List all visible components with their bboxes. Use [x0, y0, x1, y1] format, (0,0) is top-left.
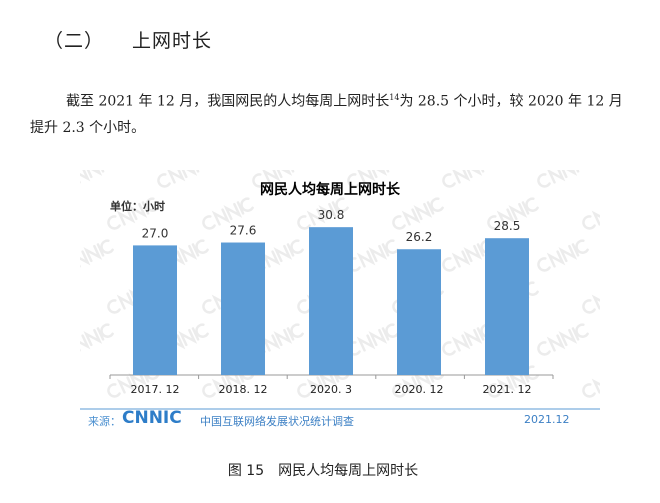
figure-caption: 图 15 网民人均每周上网时长 [0, 460, 660, 480]
paragraph-line-2: 提升 2.3 个小时。 [30, 120, 146, 136]
bar [221, 242, 265, 375]
source-name: 中国互联网络发展状况统计调查 [200, 415, 354, 428]
category-label: 2020. 12 [395, 383, 444, 396]
watermark-logo [345, 322, 400, 358]
value-label: 28.5 [494, 219, 521, 233]
section-heading: （二） 上网时长 [44, 26, 240, 53]
bar [133, 245, 177, 375]
watermark-logo [535, 170, 590, 190]
watermark-logo [390, 196, 445, 232]
watermark-logo [80, 322, 115, 358]
bar [485, 238, 529, 375]
section-title: 上网时长 [132, 30, 213, 52]
caption-title: 网民人均每周上网时长 [278, 463, 419, 479]
cnnic-logo: CNNIC [122, 408, 182, 428]
category-label: 2018. 12 [219, 383, 268, 396]
watermark-logo [580, 280, 600, 316]
footnote-ref[interactable]: 14 [389, 93, 400, 102]
text: 为 28.5 个小时，较 2020 年 12 月 [399, 93, 623, 110]
watermark-logo [155, 170, 210, 190]
value-label: 27.0 [142, 226, 169, 240]
unit-label: 单位：小时 [110, 199, 165, 213]
text: 截至 2021 年 12 月，我国网民的人均每周上网时长 [66, 93, 390, 110]
bar [309, 227, 353, 375]
value-label: 26.2 [406, 230, 433, 244]
watermark-logo [535, 322, 590, 358]
watermark-logo [80, 238, 115, 274]
value-label: 30.8 [318, 208, 345, 222]
bar [397, 249, 441, 375]
section-number: （二） [44, 30, 105, 52]
value-label: 27.6 [230, 224, 257, 238]
bar-chart: 网民人均每周上网时长 单位：小时 27.0 2017. 12 27.6 2018. 1… [80, 170, 600, 410]
watermark-logo [80, 170, 115, 190]
watermark-logo [345, 238, 400, 274]
category-label: 2020. 3 [310, 383, 352, 396]
chart-title: 网民人均每周上网时长 [260, 181, 401, 198]
watermark-logo [580, 364, 600, 400]
watermark-logo [535, 238, 590, 274]
watermark-logo [580, 196, 600, 232]
footer-date: 2021.12 [524, 413, 570, 426]
paragraph-line-1: 截至 2021 年 12 月，我国网民的人均每周上网时长14为 28.5 个小时… [66, 88, 623, 112]
category-label: 2021. 12 [483, 383, 532, 396]
caption-number: 图 15 [227, 463, 265, 479]
watermark-logo [440, 170, 495, 190]
category-label: 2017. 12 [131, 383, 180, 396]
source-label: 来源： [88, 415, 121, 428]
